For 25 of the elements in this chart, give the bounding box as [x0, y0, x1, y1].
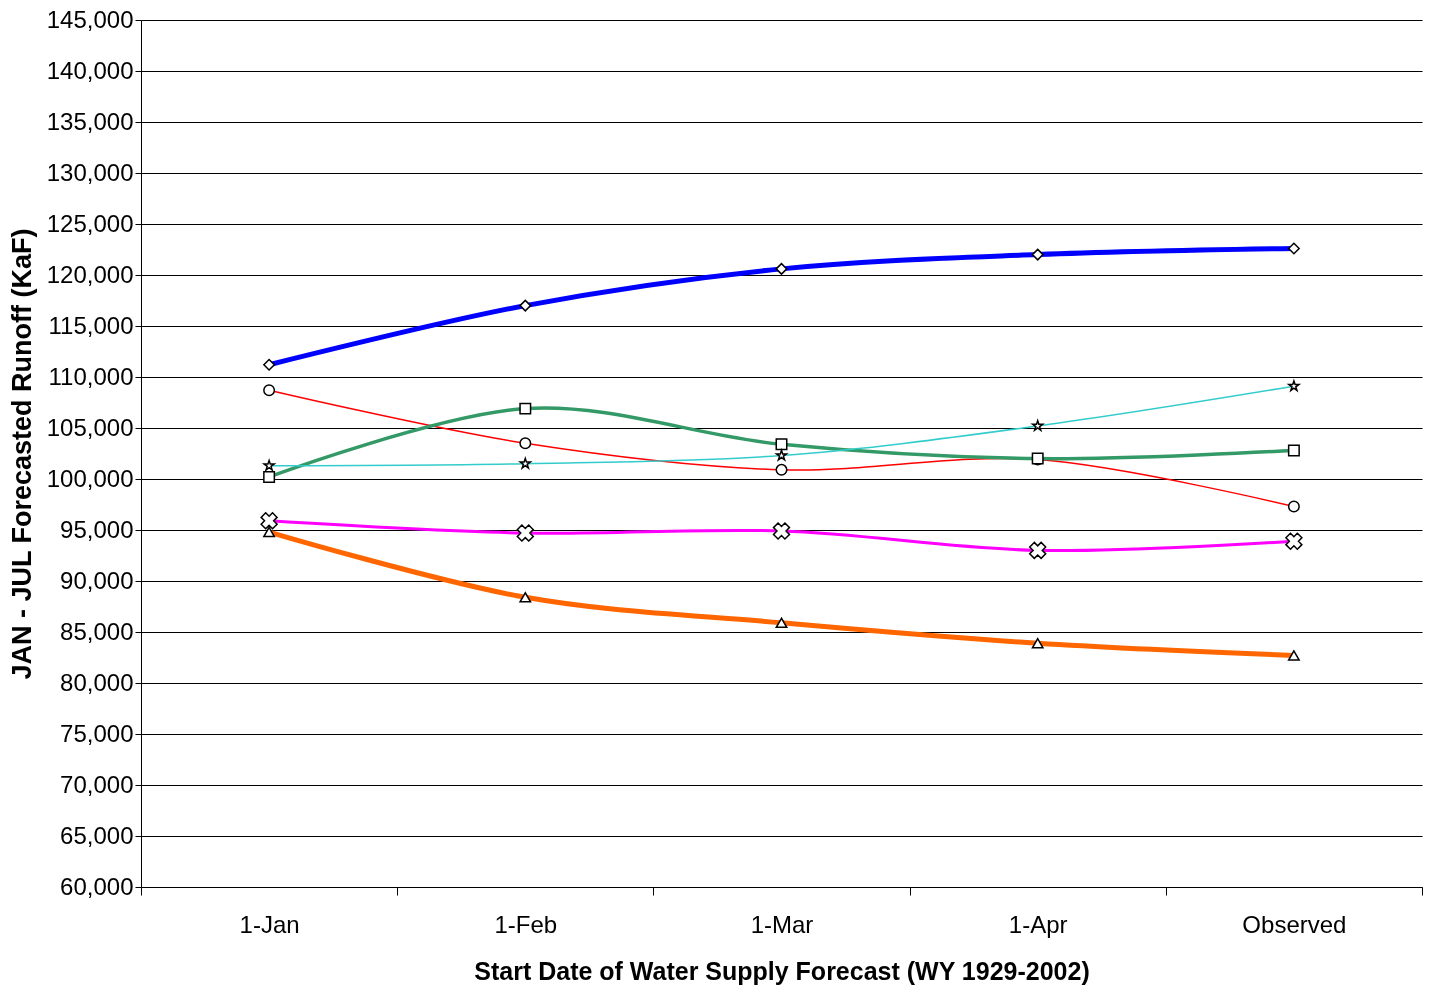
y-tick-label: 120,000 — [46, 260, 134, 288]
y-tick-label: 90,000 — [60, 566, 134, 594]
y-tick-label: 75,000 — [60, 719, 134, 747]
y-axis-title: JAN - JUL Forecasted Runoff (KaF) — [6, 228, 37, 680]
y-tick-label: 110,000 — [48, 362, 134, 390]
x-tick-label: 1-Mar — [750, 910, 814, 938]
y-tick-label: 125,000 — [46, 209, 134, 237]
x-tick-label: 1-Feb — [494, 910, 558, 938]
y-tick-label: 105,000 — [46, 413, 134, 441]
y-tick-label: 130,000 — [46, 158, 134, 186]
y-tick-label: 65,000 — [60, 821, 134, 849]
y-tick-label: 140,000 — [46, 56, 134, 84]
y-tick-label: 145,000 — [46, 5, 134, 33]
y-tick-label: 70,000 — [60, 770, 134, 798]
y-tick-label: 80,000 — [60, 668, 134, 696]
y-tick-label: 115,000 — [48, 311, 134, 339]
y-tick-label: 85,000 — [60, 617, 134, 645]
x-axis-title: Start Date of Water Supply Forecast (WY 1929-2002) — [474, 956, 1090, 985]
x-tick-label: Observed — [1242, 910, 1347, 938]
y-tick-label: 100,000 — [46, 464, 134, 492]
x-tick-label: 1-Apr — [1008, 910, 1068, 938]
y-tick-label: 60,000 — [60, 872, 134, 900]
x-tick-label: 1-Jan — [239, 910, 300, 938]
y-tick-label: 135,000 — [46, 107, 134, 135]
y-tick-label: 95,000 — [60, 515, 134, 543]
